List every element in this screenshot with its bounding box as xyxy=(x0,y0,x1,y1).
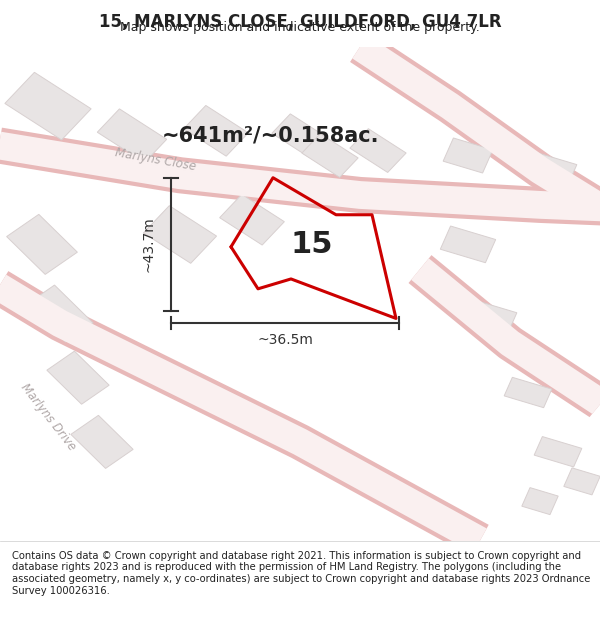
Polygon shape xyxy=(564,468,600,495)
Polygon shape xyxy=(7,214,77,274)
Polygon shape xyxy=(443,138,493,173)
Polygon shape xyxy=(27,285,93,342)
Text: ~36.5m: ~36.5m xyxy=(257,333,313,348)
Text: 15: 15 xyxy=(291,230,333,259)
Polygon shape xyxy=(440,226,496,262)
Text: Marlyns Drive: Marlyns Drive xyxy=(18,381,78,453)
Polygon shape xyxy=(71,416,133,468)
Text: ~641m²/~0.158ac.: ~641m²/~0.158ac. xyxy=(161,126,379,146)
Polygon shape xyxy=(504,378,552,408)
Polygon shape xyxy=(47,351,109,404)
Polygon shape xyxy=(184,106,248,156)
Polygon shape xyxy=(220,194,284,245)
Text: Marlyns Close: Marlyns Close xyxy=(115,146,197,172)
Polygon shape xyxy=(143,206,217,263)
Polygon shape xyxy=(272,114,328,158)
Polygon shape xyxy=(97,109,167,162)
Text: Map shows position and indicative extent of the property.: Map shows position and indicative extent… xyxy=(120,21,480,34)
Text: ~43.7m: ~43.7m xyxy=(142,216,156,272)
Polygon shape xyxy=(467,301,517,336)
Polygon shape xyxy=(522,488,558,514)
Polygon shape xyxy=(350,129,406,173)
Text: 15, MARLYNS CLOSE, GUILDFORD, GU4 7LR: 15, MARLYNS CLOSE, GUILDFORD, GU4 7LR xyxy=(98,13,502,31)
Polygon shape xyxy=(302,134,358,178)
Polygon shape xyxy=(534,436,582,467)
Polygon shape xyxy=(5,72,91,140)
Polygon shape xyxy=(527,152,577,188)
Text: Contains OS data © Crown copyright and database right 2021. This information is : Contains OS data © Crown copyright and d… xyxy=(12,551,590,596)
